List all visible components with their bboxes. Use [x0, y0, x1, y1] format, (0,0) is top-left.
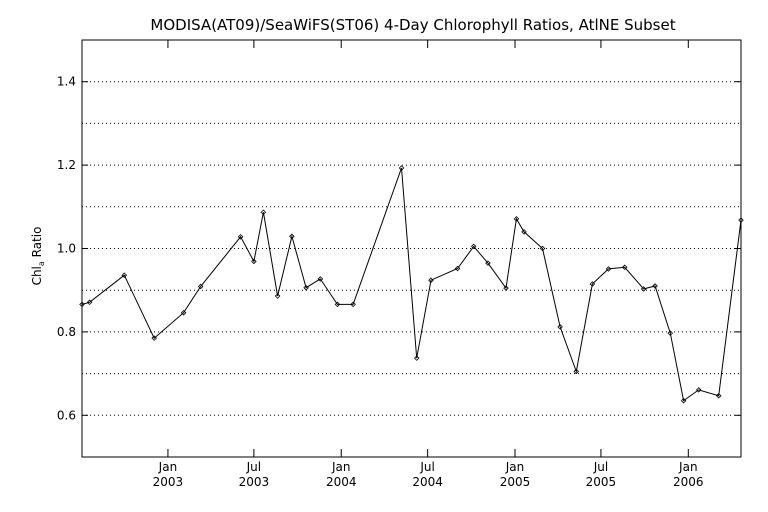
x-tick-label-year: 2005 — [586, 475, 617, 489]
data-point — [428, 277, 434, 283]
x-tick-label-year: 2006 — [673, 475, 704, 489]
data-point — [237, 234, 244, 240]
x-tick-label-month: Jan — [158, 460, 178, 474]
x-tick-label-month: Jul — [419, 460, 434, 474]
data-point — [485, 260, 491, 266]
data-point — [680, 397, 687, 404]
data-point — [470, 243, 477, 250]
data-point — [695, 387, 702, 393]
y-axis: 0.6 0.8 1.0 1.2 1.4 — [57, 75, 741, 422]
data-point — [274, 293, 281, 299]
data-point — [289, 233, 295, 240]
data-point — [251, 258, 257, 265]
data-point — [557, 324, 563, 330]
data-point — [605, 266, 612, 272]
series-line — [81, 167, 742, 402]
x-tick-label-year: 2005 — [500, 475, 531, 489]
y-axis-label-main: Chl — [30, 266, 44, 285]
series-line-group — [81, 167, 742, 402]
y-tick-label: 1.4 — [57, 75, 76, 89]
data-point — [640, 286, 647, 292]
data-point — [513, 216, 520, 222]
plot-frame — [81, 39, 742, 458]
x-tick-label-month: Jul — [246, 460, 261, 474]
x-axis: Jan2003Jul2003Jan2004Jul2004Jan2005Jul20… — [153, 40, 704, 489]
data-point — [180, 309, 187, 316]
y-tick-label: 0.6 — [57, 408, 76, 422]
x-tick-label-year: 2003 — [239, 475, 270, 489]
y-tick-label: 1.0 — [57, 242, 76, 256]
grid-lines — [82, 81, 741, 416]
data-point — [573, 368, 580, 375]
data-point — [151, 335, 157, 341]
x-tick-label-month: Jan — [678, 460, 698, 474]
y-tick-label: 0.8 — [57, 325, 76, 339]
data-point — [79, 301, 85, 308]
data-point — [317, 276, 324, 282]
data-point — [715, 392, 722, 399]
data-point — [121, 272, 128, 278]
x-tick-label-month: Jan — [505, 460, 525, 474]
data-point — [86, 299, 93, 306]
data-point — [303, 284, 309, 291]
data-point — [413, 355, 420, 361]
x-tick-label-year: 2004 — [326, 475, 357, 489]
data-point — [334, 301, 341, 308]
data-point — [667, 330, 674, 336]
x-tick-label-month: Jul — [593, 460, 608, 474]
y-tick-label: 1.2 — [57, 158, 76, 172]
data-point — [197, 283, 204, 290]
data-point — [589, 281, 596, 287]
data-point — [539, 245, 546, 252]
chart-title: MODISA(AT09)/SeaWiFS(ST06) 4-Day Chlorop… — [150, 16, 675, 34]
x-tick-label-year: 2003 — [153, 475, 184, 489]
y-axis-label-subscript: a — [37, 261, 46, 266]
data-point — [398, 165, 405, 171]
data-markers — [79, 165, 744, 404]
y-axis-label-suffix: Ratio — [30, 227, 44, 262]
x-tick-label-month: Jan — [331, 460, 351, 474]
y-axis-label: Chla Ratio — [30, 227, 46, 286]
data-point — [621, 264, 628, 271]
data-point — [350, 301, 356, 308]
data-point — [521, 229, 527, 235]
x-tick-label-year: 2004 — [412, 475, 443, 489]
data-point — [652, 283, 658, 289]
data-point — [738, 217, 744, 223]
data-point — [260, 209, 267, 215]
data-point — [454, 265, 461, 272]
data-point — [503, 285, 509, 291]
